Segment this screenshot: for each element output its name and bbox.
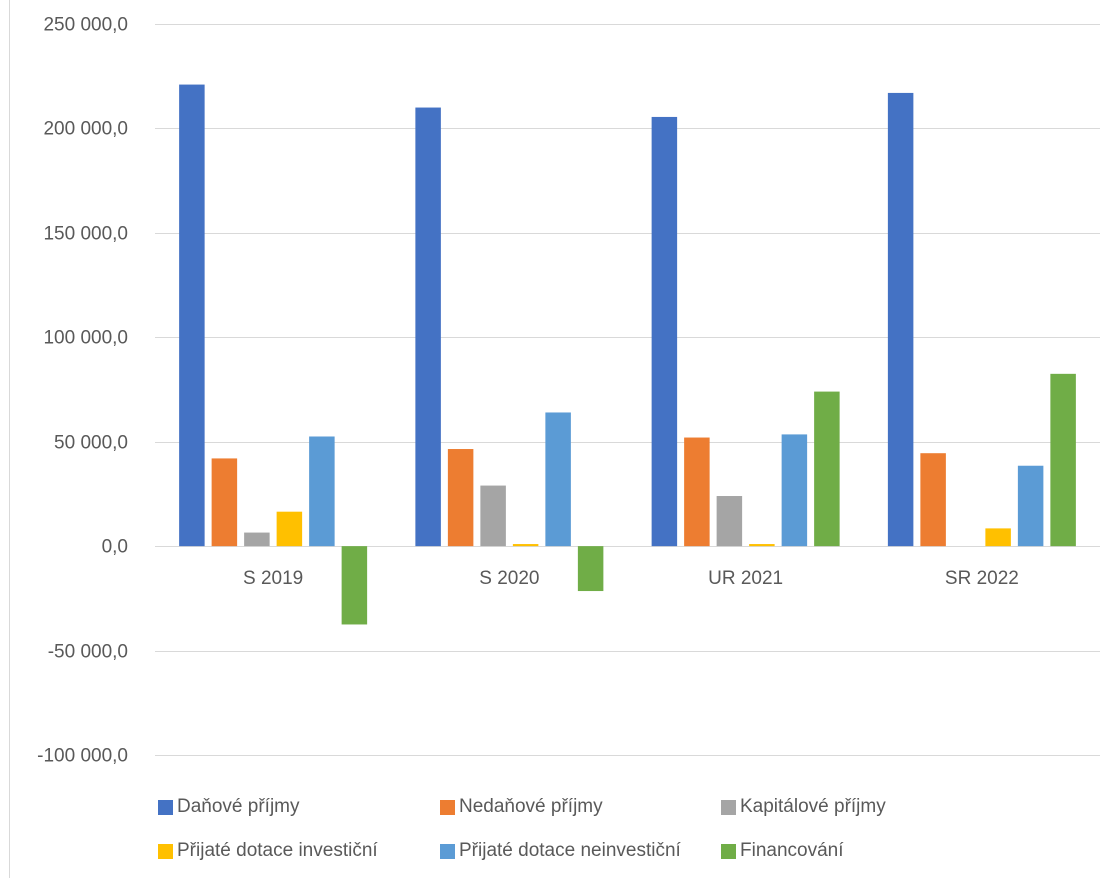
legend-item: Nedaňové příjmy [440,796,603,818]
x-category-label: SR 2022 [945,568,1019,589]
x-category-label: S 2020 [479,568,539,589]
y-tick-label: -100 000,0 [37,746,128,767]
bar [749,544,775,547]
legend: Daňové příjmy Nedaňové příjmy Kapitálové p… [158,788,1098,878]
legend-item: Financování [721,840,844,862]
y-tick-label: 100 000,0 [43,328,128,349]
bar [985,528,1011,547]
x-category-label: S 2019 [243,568,303,589]
legend-item: Přijaté dotace neinvestiční [440,840,681,862]
legend-label: Kapitálové příjmy [740,796,886,817]
bar [651,116,678,547]
bar [480,485,506,547]
bar [512,544,539,547]
bar [341,546,368,625]
bar [716,496,743,547]
y-tick-label: 200 000,0 [43,119,128,140]
bar [179,84,205,547]
bar [244,532,270,547]
bar [920,453,946,547]
x-category-label: UR 2021 [708,568,783,589]
bar [781,434,808,547]
bar [211,458,238,547]
legend-label: Přijaté dotace neinvestiční [459,840,681,861]
legend-swatch [721,843,736,859]
y-tick-label: 250 000,0 [43,15,128,36]
bar [887,92,914,547]
legend-swatch [158,799,173,815]
y-tick-label: -50 000,0 [48,642,128,663]
bar [415,107,441,547]
legend-label: Přijaté dotace investiční [177,840,378,861]
legend-item: Daňové příjmy [158,796,300,818]
bar [545,412,571,547]
legend-swatch [158,843,173,859]
bar [276,511,303,547]
legend-swatch [721,799,736,815]
bar [684,437,710,547]
legend-label: Nedaňové příjmy [459,796,603,817]
bar [814,391,840,547]
legend-swatch [440,799,455,815]
legend-label: Daňové příjmy [177,796,300,817]
bar [1017,465,1044,547]
legend-item: Kapitálové příjmy [721,796,886,818]
legend-item: Přijaté dotace investiční [158,840,378,862]
y-tick-label: 50 000,0 [54,433,128,454]
bar [447,449,474,547]
y-tick-label: 0,0 [102,537,128,558]
y-tick-label: 150 000,0 [43,224,128,245]
bar [309,436,335,547]
legend-label: Financování [740,840,844,861]
legend-swatch [440,843,455,859]
bar [577,546,604,592]
bar [1050,373,1076,547]
